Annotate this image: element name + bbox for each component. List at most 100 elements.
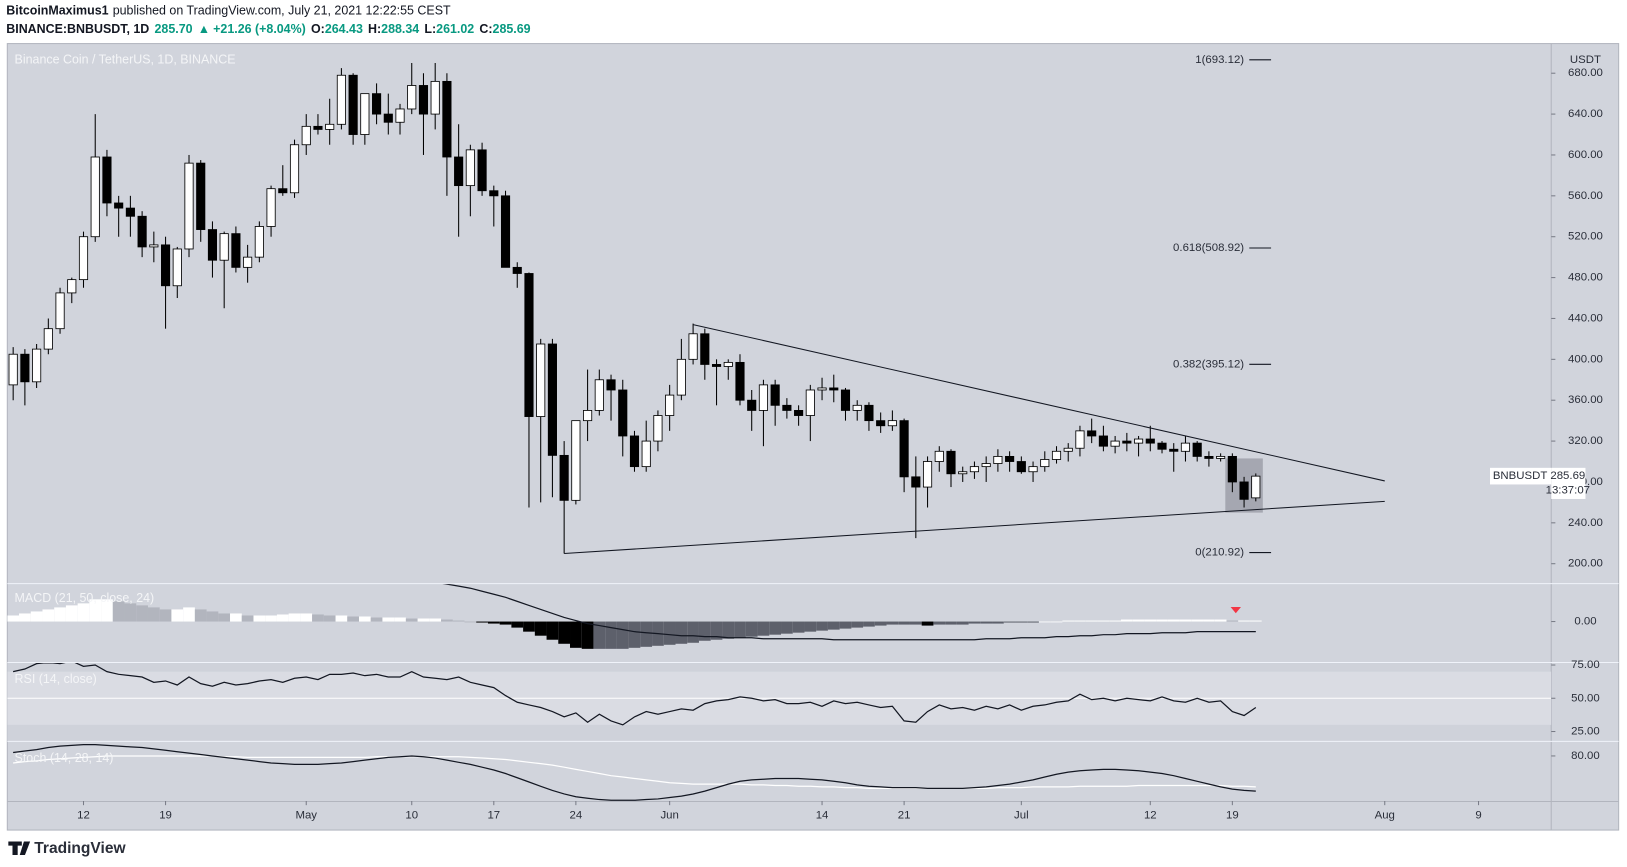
candle-body [243,256,253,268]
histogram-bar [487,621,500,624]
histogram-bar [218,613,231,622]
x-tick-label: 24 [570,810,583,822]
candle-body [395,108,405,123]
x-tick-label: Jun [660,810,678,822]
candle-body [512,266,522,274]
candle-body [102,156,112,204]
histogram-bar [1038,621,1051,623]
histogram-bar [394,617,406,622]
candle-body [840,389,851,411]
y-tick-label: 75.00 [1571,659,1600,671]
candle-body [641,440,651,468]
y-tick-label: 680.00 [1568,67,1603,79]
histogram-bar [1167,619,1180,622]
symbol-tag [1490,467,1552,485]
symbol: BINANCE:BNBUSDT, 1D [6,22,149,36]
ohlc-value: 264.43 [325,22,363,36]
histogram-bar [956,621,969,625]
histogram-bar [523,621,535,632]
y-tick-label: 200.00 [1568,558,1603,570]
candle-body [887,420,897,427]
candle-body [336,74,346,125]
fib-label: 1(693.12) [1195,54,1244,66]
candle-body [805,389,815,416]
candle-body [524,273,534,417]
candle-body [149,244,159,248]
y-tick-label: 640.00 [1568,108,1603,120]
candle-body [1063,447,1073,452]
histogram-bar [300,613,313,622]
histogram-bar [909,621,922,625]
histogram-bar [1191,619,1204,622]
last: 285.70 [154,22,192,36]
histogram-bar [1050,621,1063,623]
candle-body [571,420,581,501]
histogram-bar [781,621,793,634]
candle-body [207,229,218,261]
histogram-bar [417,618,430,622]
histogram-bar [323,615,336,622]
ohlc-value: 261.02 [436,22,474,36]
candle-body [946,450,956,475]
histogram-bar [1085,620,1098,622]
y-tick-label: 560.00 [1568,190,1603,202]
x-tick-label: 12 [1144,810,1157,822]
candle-body [172,248,182,287]
histogram-bar [499,621,512,625]
candle-body [313,125,323,130]
candle-body [1239,481,1249,500]
histogram-bar [640,621,653,647]
histogram-bar [804,621,817,632]
candle-body [325,123,335,130]
histogram-bar [159,609,172,622]
histogram-bar [441,619,453,622]
histogram-bar [65,605,78,622]
y-tick-label: 0.00 [1574,616,1596,628]
histogram-bar [827,621,840,630]
candle-body [1098,435,1108,447]
candle-body [8,353,18,386]
candle-body [629,435,640,468]
candle-body [90,156,100,238]
candle-body [1110,440,1120,447]
candle-body [688,333,698,360]
histogram-bar [886,621,899,625]
histogram-bar [1109,620,1121,622]
candle-body [1087,430,1097,437]
symbol-label: BNBUSDT [1493,470,1548,482]
candle-body [559,454,569,501]
histogram-bar [54,607,66,622]
histogram-bar [1226,620,1239,622]
histogram-bar [1238,620,1250,622]
histogram-bar [7,615,20,622]
y-tick-label: 240.00 [1568,517,1603,529]
candle-body [1157,442,1167,450]
fib-label: 0(210.92) [1195,547,1244,559]
x-tick-label: 21 [898,810,911,822]
x-tick-label: Aug [1375,810,1395,822]
quote-line: BINANCE:BNBUSDT, 1D 285.70 ▲ +21.26 (+8.04%… [6,22,530,36]
candle-body [219,233,229,261]
y-tick-label: 320.00 [1568,435,1603,447]
histogram-bar [616,621,629,649]
histogram-bar [1097,620,1110,622]
candle-body [969,466,980,473]
y-tick-label: 25.00 [1571,726,1600,738]
candle-body [55,292,65,330]
pane-title: RSI (14, close) [15,672,97,686]
histogram-bar [980,621,993,624]
candle-body [1051,450,1062,460]
candle-body [407,85,417,110]
pane-title: Stoch (14, 28, 14) [15,751,114,765]
histogram-bar [605,621,617,649]
y-tick-label: 360.00 [1568,394,1603,406]
histogram-bar [898,621,910,625]
indicator-line [13,744,1256,801]
histogram-bar [1074,620,1086,622]
histogram-bar [722,621,735,639]
histogram-bar [206,611,219,622]
candle-body [723,361,733,367]
histogram-bar [933,621,946,625]
candle-body [1134,438,1144,444]
histogram-bar [136,605,148,622]
